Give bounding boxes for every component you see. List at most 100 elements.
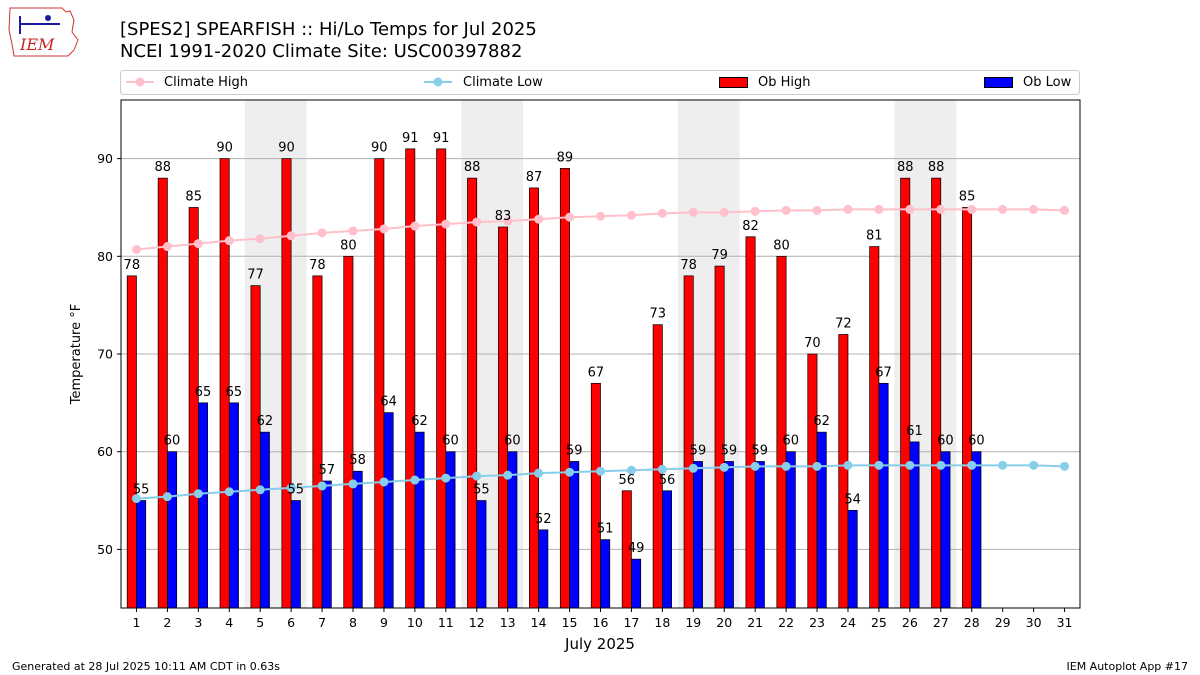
- data-labels: 78 88 85 90 77 90 78 80 90 91 91 88 83 87 89 67 56 73 78 79…: [124, 131, 985, 556]
- climate-low-point: [348, 479, 358, 489]
- climate-low-point: [688, 463, 698, 473]
- climate-high-point: [193, 239, 203, 249]
- ob-high-value-label: 90: [278, 141, 295, 156]
- ob-high-bar: [250, 285, 261, 609]
- ob-high-bar: [405, 148, 416, 609]
- x-tick-label: 10: [407, 615, 423, 630]
- ob-high-value-label: 83: [495, 209, 512, 224]
- ob-high-value-label: 90: [216, 141, 233, 156]
- ob-high-value-label: 91: [402, 131, 419, 146]
- climate-high-point: [534, 214, 544, 224]
- x-tick-label: 31: [1057, 615, 1073, 630]
- climate-high-point: [410, 221, 420, 231]
- x-tick-label: 7: [318, 615, 326, 630]
- ob-low-bar: [414, 431, 425, 609]
- ob-high-value-label: 85: [959, 189, 976, 204]
- ob-high-bar: [807, 353, 818, 609]
- ob-low-bar: [754, 461, 765, 609]
- legend-ob-low: Ob Low: [984, 75, 1072, 90]
- ob-high-value-label: 82: [742, 219, 759, 234]
- ob-low-bar: [600, 539, 611, 609]
- x-tick-label: 4: [225, 615, 233, 630]
- x-tick-label: 28: [964, 615, 980, 630]
- ob-high-value-label: 72: [835, 316, 852, 331]
- x-tick-label: 26: [902, 615, 918, 630]
- climate-high-point: [441, 219, 451, 229]
- legend-climate-high: Climate High: [126, 75, 248, 90]
- climate-low-point: [843, 460, 853, 470]
- ob-high-bar: [869, 246, 880, 609]
- ob-low-value-label: 64: [380, 395, 397, 410]
- ob-low-bar: [662, 490, 673, 609]
- ob-high-value-label: 88: [928, 160, 945, 175]
- legend-label-ob-high: Ob High: [758, 75, 811, 90]
- ob-high-value-label: 73: [649, 307, 666, 322]
- legend-label-ob-low: Ob Low: [1023, 75, 1072, 90]
- climate-low-point: [967, 460, 977, 470]
- ob-low-bar: [631, 558, 642, 609]
- x-tick-label: 12: [469, 615, 485, 630]
- ob-low-value-label: 59: [752, 443, 769, 458]
- ob-low-value-label: 57: [318, 463, 335, 478]
- ob-low-bar: [785, 451, 796, 609]
- ob-low-bar: [321, 480, 332, 609]
- ob-high-bar: [962, 207, 973, 609]
- ob-high-value-label: 56: [619, 473, 636, 488]
- climate-low-point: [626, 465, 636, 475]
- climate-high-point: [255, 234, 265, 244]
- climate-high-point: [812, 205, 822, 215]
- climate-high-point: [905, 204, 915, 214]
- ob-low-bar: [136, 500, 147, 609]
- climate-low-point: [503, 470, 513, 480]
- x-tick-label: 20: [716, 615, 732, 630]
- ob-low-bar: [847, 509, 858, 609]
- climate-high-point: [596, 211, 605, 221]
- ob-low-bar: [290, 500, 301, 609]
- ob-low-value-label: 55: [288, 483, 305, 498]
- y-tick-label: 80: [97, 249, 113, 264]
- climate-low-point: [193, 489, 203, 499]
- ob-low-bar: [940, 451, 951, 609]
- climate-high-point: [1060, 205, 1070, 215]
- x-tick-label: 15: [562, 615, 578, 630]
- ob-high-value-label: 67: [588, 365, 605, 380]
- climate-low-point: [255, 485, 265, 495]
- ob-low-value-label: 65: [195, 385, 212, 400]
- iem-logo: IEM: [8, 7, 79, 57]
- ob-high-bar: [590, 382, 601, 609]
- climate-low-point: [1029, 460, 1039, 470]
- app-label: IEM Autoplot App #17: [1067, 660, 1189, 673]
- x-tick-label: 25: [871, 615, 887, 630]
- ob-low-bar: [723, 461, 734, 609]
- x-tick-label: 30: [1026, 615, 1042, 630]
- legend-climate-low: Climate Low: [424, 75, 543, 90]
- ob-high-bar: [498, 226, 509, 609]
- climate-high-point: [224, 236, 234, 246]
- ob-low-value-label: 65: [226, 385, 243, 400]
- ob-low-bar: [971, 451, 982, 609]
- climate-low-point: [410, 475, 420, 485]
- ob-low-value-label: 58: [349, 453, 366, 468]
- climate-high-point: [472, 217, 482, 227]
- ob-low-value-label: 52: [535, 512, 552, 527]
- ob-high-value-label: 80: [340, 238, 357, 253]
- ob-low-value-label: 51: [597, 522, 614, 537]
- ob-high-value-label: 91: [433, 131, 450, 146]
- x-tick-label: 24: [840, 615, 856, 630]
- climate-high-point: [1029, 204, 1039, 214]
- legend-label-climate-high: Climate High: [164, 75, 248, 90]
- ob-low-value-label: 60: [504, 434, 521, 449]
- y-tick-label: 70: [97, 347, 113, 362]
- chart-subtitle: NCEI 1991-2020 Climate Site: USC00397882: [120, 41, 522, 62]
- climate-low-point: [936, 460, 946, 470]
- generated-timestamp: Generated at 28 Jul 2025 10:11 AM CDT in…: [12, 660, 280, 673]
- climate-high-point: [131, 244, 141, 254]
- ob-high-bar: [714, 265, 725, 609]
- ob-low-bar: [383, 412, 394, 609]
- x-tick-label: 16: [593, 615, 609, 630]
- ob-high-bar: [838, 334, 849, 609]
- ob-low-value-label: 60: [782, 434, 799, 449]
- x-tick-label: 17: [623, 615, 639, 630]
- ob-high-value-label: 88: [897, 160, 914, 175]
